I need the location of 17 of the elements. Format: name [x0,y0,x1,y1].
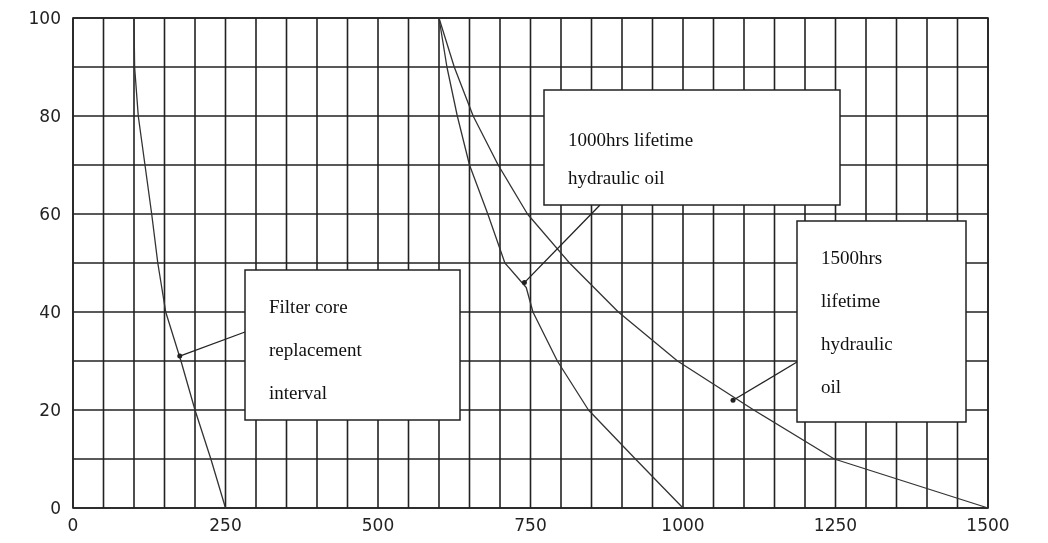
x-tick-label: 1000 [661,515,705,535]
x-tick-label: 1250 [813,515,858,535]
x-tick-label: 0 [67,515,79,535]
x-tick-label: 250 [209,515,242,535]
line-series [133,17,227,509]
annotation: 1500hrs lifetime hydraulic oil [821,247,893,397]
y-tick-label: 60 [39,204,61,224]
y-tick-label: 20 [39,400,61,420]
x-tick-label: 750 [514,515,547,535]
annotation: Filter core replacement interval [269,296,363,403]
y-tick-label: 0 [50,498,61,518]
y-tick-label: 80 [39,106,61,126]
x-tick-label: 1500 [966,515,1010,535]
y-tick-label: 100 [28,8,61,28]
annotation: 1000hrs lifetime hydraulic oil [568,129,694,188]
x-tick-label: 500 [361,515,395,535]
y-tick-label: 40 [39,302,61,322]
